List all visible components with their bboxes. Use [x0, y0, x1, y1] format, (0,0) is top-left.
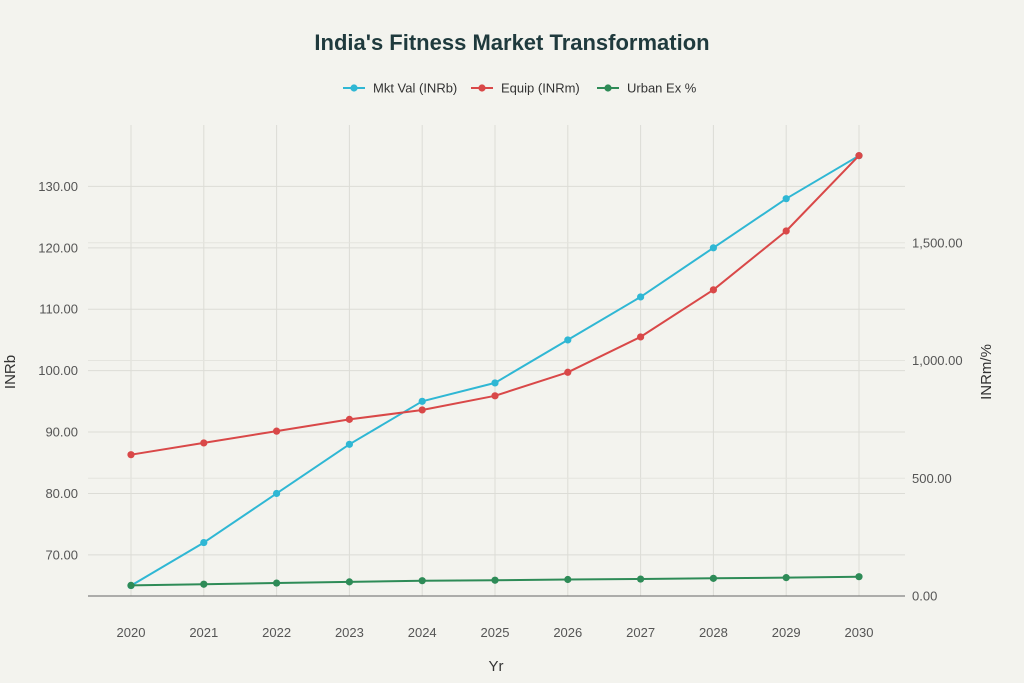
legend-label: Equip (INRm): [501, 81, 580, 96]
data-point: [418, 577, 426, 585]
y-tick-label-right: 1,000.00: [912, 353, 963, 368]
data-point: [200, 439, 208, 447]
y-tick-label-left: 130.00: [38, 179, 78, 194]
y-tick-label-left: 90.00: [45, 425, 78, 440]
data-point: [782, 574, 790, 582]
y-tick-label-right: 500.00: [912, 471, 952, 486]
x-tick-label: 2025: [481, 625, 510, 640]
x-tick-label: 2027: [626, 625, 655, 640]
data-point: [637, 293, 645, 301]
x-tick-label: 2023: [335, 625, 364, 640]
data-point: [345, 578, 353, 586]
data-point: [855, 152, 863, 160]
data-point: [709, 286, 718, 294]
y-axis-right-title: INRm/%: [978, 344, 995, 400]
data-point: [564, 368, 572, 376]
y-tick-label-right: 1,500.00: [912, 235, 963, 250]
data-point: [709, 574, 718, 582]
x-tick-label: 2026: [553, 625, 582, 640]
y-tick-label-right: 0.00: [912, 589, 937, 604]
x-tick-label: 2028: [699, 625, 728, 640]
data-point: [127, 451, 135, 459]
data-point: [709, 244, 718, 252]
series-1: [127, 152, 863, 590]
legend-item: Urban Ex %: [597, 81, 697, 96]
data-point: [637, 575, 645, 583]
y-axis-right: 0.00 500.00 1,000.00 1,500.00: [912, 235, 963, 603]
data-point: [418, 406, 426, 414]
legend-item: Equip (INRm): [471, 81, 580, 96]
legend-label: Mkt Val (INRb): [373, 81, 457, 96]
x-tick-label: 2022: [262, 625, 291, 640]
legend: Mkt Val (INRb) Equip (INRm) Urban Ex %: [343, 81, 697, 96]
data-point: [491, 576, 499, 584]
data-point: [855, 573, 863, 581]
data-point: [345, 440, 353, 448]
x-tick-label: 2030: [845, 625, 874, 640]
chart-title: India's Fitness Market Transformation: [314, 30, 709, 55]
y-axis-left: 70.00 80.00 90.00 100.00 110.00 120.00 130.00: [38, 179, 78, 562]
data-point: [273, 579, 281, 587]
legend-label: Urban Ex %: [627, 81, 697, 96]
x-tick-label: 2024: [408, 625, 437, 640]
data-point: [782, 227, 790, 235]
legend-swatch-marker: [350, 84, 358, 92]
y-tick-label-left: 100.00: [38, 363, 78, 378]
data-point: [491, 392, 499, 400]
legend-swatch-marker: [604, 84, 612, 92]
y-tick-label-left: 80.00: [45, 486, 78, 501]
data-point: [273, 427, 281, 435]
data-point: [491, 379, 499, 387]
x-axis-title: Yr: [489, 658, 504, 675]
data-point: [200, 538, 208, 547]
data-point: [273, 489, 281, 498]
y-tick-label-left: 70.00: [45, 547, 78, 562]
data-point: [782, 195, 790, 203]
data-point: [418, 397, 426, 405]
data-point: [345, 415, 353, 423]
grid: [88, 125, 905, 596]
y-tick-label-left: 120.00: [38, 240, 78, 255]
y-tick-label-left: 110.00: [39, 302, 78, 317]
x-axis: 2020 2021 2022 2023 2024 2025 2026 2027 2028 2029…: [117, 625, 874, 640]
data-point: [127, 581, 135, 590]
x-tick-label: 2021: [189, 625, 218, 640]
data-point: [637, 333, 645, 341]
series-layer: [127, 152, 863, 590]
data-point: [564, 336, 572, 344]
legend-swatch-marker: [478, 84, 486, 92]
x-tick-label: 2020: [117, 625, 146, 640]
data-point: [200, 580, 208, 588]
series-3: [127, 573, 863, 590]
x-tick-label: 2029: [772, 625, 801, 640]
series-2: [127, 152, 863, 459]
data-point: [564, 575, 572, 584]
y-axis-left-title: INRb: [2, 355, 19, 389]
legend-item: Mkt Val (INRb): [343, 81, 457, 96]
